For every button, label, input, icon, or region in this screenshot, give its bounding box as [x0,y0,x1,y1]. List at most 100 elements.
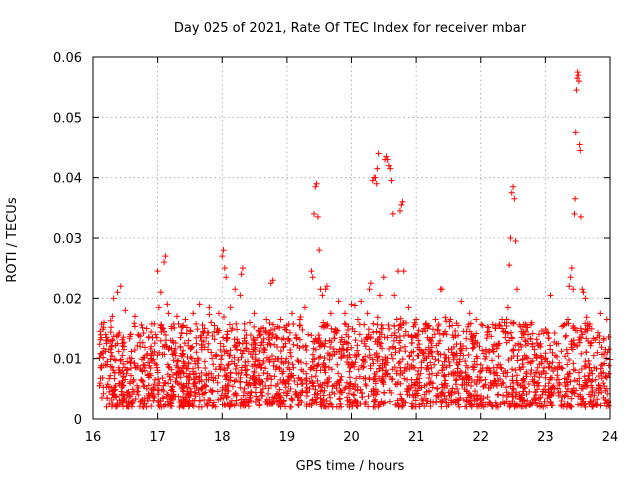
data-point [570,337,577,344]
data-point [118,392,125,399]
data-point [344,346,351,353]
data-point [494,372,501,379]
data-point [321,322,328,329]
data-point [141,400,148,407]
data-point [137,343,144,350]
data-point [150,393,157,400]
data-point [364,310,371,317]
data-point [335,298,342,305]
data-point [123,370,130,377]
data-point [205,397,212,404]
data-point [363,382,370,389]
data-point [159,375,166,382]
data-point [282,384,289,391]
data-point [388,177,395,184]
data-point [148,343,155,350]
axis-ticks [92,56,611,420]
data-point [552,352,559,359]
data-point [275,395,282,402]
data-point [516,321,523,328]
data-point [393,316,400,323]
data-point [568,265,575,272]
data-point [225,361,232,368]
data-point [188,344,195,351]
data-point [237,374,244,381]
data-point [397,380,404,387]
data-point [134,342,141,349]
data-point [141,344,148,351]
data-point [580,289,587,296]
y-tick-label: 0.06 [53,51,82,66]
data-point [395,402,402,409]
data-point [571,377,578,384]
data-point [354,342,361,349]
data-point [597,310,604,317]
data-point [357,386,364,393]
data-point [187,327,194,334]
data-point [264,370,271,377]
data-point [237,292,244,299]
data-point [453,376,460,383]
data-point [193,340,200,347]
data-point [586,364,593,371]
data-point [110,295,117,302]
data-point [208,349,215,356]
data-point [154,367,161,374]
data-point [405,332,412,339]
data-point [577,147,584,154]
data-point [562,333,569,340]
data-point [206,311,213,318]
data-point [524,324,531,331]
data-point [543,329,550,336]
data-point [294,381,301,388]
data-point [344,354,351,361]
data-point [513,389,520,396]
data-point [280,368,287,375]
data-point [110,333,117,340]
data-point [128,365,135,372]
data-point [500,370,507,377]
data-point [112,403,119,410]
data-point [484,394,491,401]
data-point [385,321,392,328]
data-point [556,381,563,388]
data-point [397,344,404,351]
data-point [550,382,557,389]
data-point [566,356,573,363]
data-point [433,392,440,399]
data-point [306,385,313,392]
data-point [352,397,359,404]
data-point [344,358,351,365]
data-point [397,315,404,322]
data-point [131,320,138,327]
data-point [324,350,331,357]
data-point [209,355,216,362]
data-point [506,337,513,344]
data-point [276,324,283,331]
data-point [178,330,185,337]
data-point [138,356,145,363]
data-point [308,373,315,380]
data-point [554,376,561,383]
data-point [519,356,526,363]
data-point [402,328,409,335]
data-point [261,346,268,353]
data-point [328,339,335,346]
data-point [127,378,134,385]
data-point [545,330,552,337]
data-point [140,361,147,368]
data-point [542,326,549,333]
data-point [215,372,222,379]
data-point [349,359,356,366]
data-point [218,356,225,363]
data-point [594,401,601,408]
data-point [166,373,173,380]
x-axis-label: GPS time / hours [296,459,405,474]
data-point [351,363,358,370]
data-point [510,320,517,327]
data-point [589,388,596,395]
data-point [217,361,224,368]
data-point [570,286,577,293]
data-point [325,364,332,371]
data-point [488,382,495,389]
